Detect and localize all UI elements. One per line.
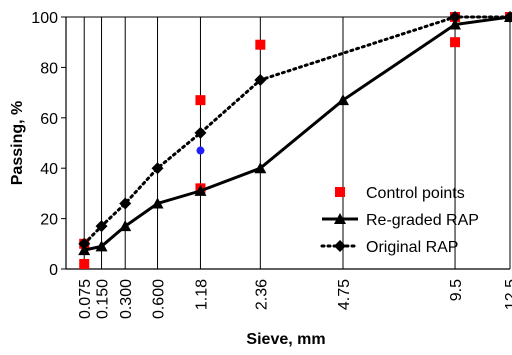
legend-label: Control points [366,185,465,202]
legend-item: Re-graded RAP [322,212,479,229]
data-point [95,240,108,252]
data-point [450,37,461,48]
y-tick-label: 0 [49,262,58,279]
data-point [504,11,512,23]
x-tick-label: 0.600 [151,279,168,319]
data-point [449,18,462,30]
data-point [194,184,207,196]
series-2 [78,11,512,250]
data-point [151,197,164,209]
legend-label: Original RAP [366,239,458,256]
axes [65,16,511,270]
x-tick-label: 0.075 [77,279,94,319]
y-axis-title: Passing, % [9,101,26,185]
y-tick-label: 100 [31,10,58,27]
data-point [255,39,266,50]
legend-marker [334,240,346,252]
x-axis-title: Sieve, mm [246,331,325,348]
x-axis-ticks: 0.075 0.150 0.300 0.600 1.18 2.36 4.75 9.5 12.5 [77,279,512,319]
legend-marker [334,213,346,224]
y-axis-ticks: 0 20 40 60 80 100 [31,10,66,279]
data-point [79,258,90,269]
legend-item: Control points [335,185,465,202]
y-tick-label: 20 [40,212,58,229]
data-point [95,220,108,233]
legend: Control points Re-graded RAP Original RAP [320,185,479,256]
vertical-gridlines [83,17,511,269]
x-tick-label: 0.150 [95,279,112,319]
data-point [254,74,267,86]
legend-label: Re-graded RAP [366,212,479,229]
data-point [119,197,132,210]
legend-item: Original RAP [320,239,458,256]
x-tick-label: 2.36 [253,279,270,310]
x-tick-label: 9.5 [448,279,465,301]
x-tick-label: 12.5 [503,279,512,310]
data-point [194,126,207,139]
data-point [449,11,462,23]
data-point [196,146,205,155]
data-point [151,162,164,175]
data-point [254,162,267,174]
legend-marker [335,187,345,197]
series-3 [196,146,205,155]
data-point [78,237,91,250]
x-tick-label: 0.300 [118,279,135,319]
series-line [82,15,512,246]
x-tick-label: 4.75 [336,279,353,310]
data-point [119,220,132,232]
x-tick-label: 1.18 [193,279,210,310]
data-point [336,94,349,106]
data-point [195,95,206,106]
y-tick-label: 80 [40,60,58,77]
plot-series [78,11,512,269]
y-tick-label: 40 [40,161,58,178]
y-tick-label: 60 [40,111,58,128]
